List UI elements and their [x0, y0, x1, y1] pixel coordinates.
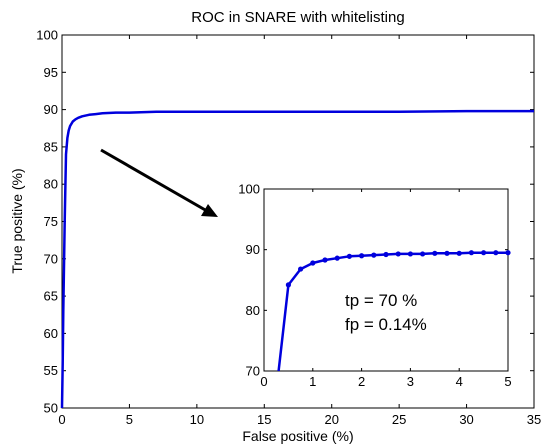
inset-x-tick-label: 0	[260, 374, 267, 389]
main-x-tick-label: 35	[527, 412, 541, 427]
inset-x-tick-label: 5	[504, 374, 511, 389]
main-x-tick-label: 0	[58, 412, 65, 427]
annotation-tp: tp = 70 %	[345, 291, 417, 310]
main-x-tick-label: 5	[126, 412, 133, 427]
main-y-tick-label: 80	[44, 177, 58, 192]
inset-x-tick-label: 2	[358, 374, 365, 389]
inset-x-tick-label: 4	[456, 374, 463, 389]
inset-marker-group	[285, 250, 511, 288]
inset-data-point	[505, 250, 511, 256]
inset-data-point	[481, 250, 487, 256]
inset-data-point	[371, 252, 377, 258]
inset-x-tick-label: 1	[309, 374, 316, 389]
inset-data-point	[310, 260, 316, 266]
main-x-tick-label: 25	[392, 412, 406, 427]
main-y-tick-label: 55	[44, 363, 58, 378]
x-axis-label: False positive (%)	[242, 428, 353, 444]
inset-data-point	[444, 250, 450, 256]
main-y-tick-label: 75	[44, 214, 58, 229]
main-y-tick-label: 60	[44, 326, 58, 341]
inset-data-point	[432, 250, 438, 256]
main-x-tick-label: 30	[459, 412, 473, 427]
inset-plot-frame	[263, 188, 509, 372]
inset-data-point	[346, 253, 352, 259]
inset-y-tick-label: 90	[246, 242, 260, 257]
inset-tick-group	[263, 188, 509, 372]
main-y-tick-label: 70	[44, 251, 58, 266]
inset-data-point	[298, 266, 304, 272]
inset-data-point	[285, 282, 291, 288]
inset-data-point	[322, 257, 328, 263]
inset-y-tick-label: 80	[246, 303, 260, 318]
roc-curve-line	[60, 109, 534, 409]
main-y-tick-label: 90	[44, 102, 58, 117]
inset-tick-label-group: 0 1 2 3 4 5 70 80 90 100	[238, 182, 511, 390]
inset-data-point	[395, 251, 401, 257]
inset-y-tick-label: 100	[238, 182, 260, 197]
inset-y-tick-label: 70	[246, 364, 260, 379]
inset-data-point	[359, 253, 365, 259]
main-y-tick-label: 95	[44, 65, 58, 80]
inset-data-point	[420, 251, 426, 257]
main-y-tick-label: 100	[36, 28, 58, 43]
inset-data-point	[383, 251, 389, 258]
inset-x-tick-label: 3	[407, 374, 414, 389]
y-axis-label: True positive (%)	[9, 168, 25, 273]
inset-data-point	[468, 250, 474, 256]
inset-data-point	[407, 251, 413, 257]
zoom-arrow	[100, 148, 218, 217]
inset-data-point	[493, 250, 499, 256]
inset-data-point	[334, 255, 340, 261]
inset-data-point	[456, 250, 462, 256]
chart-title: ROC in SNARE with whitelisting	[191, 9, 404, 26]
main-x-tick-label: 10	[190, 412, 204, 427]
annotation-fp: fp = 0.14%	[345, 315, 427, 334]
main-y-tick-label: 65	[44, 289, 58, 304]
main-x-tick-label: 15	[257, 412, 271, 427]
main-y-tick-label: 50	[44, 401, 58, 416]
main-y-tick-label: 85	[44, 139, 58, 154]
main-x-tick-label: 20	[324, 412, 338, 427]
